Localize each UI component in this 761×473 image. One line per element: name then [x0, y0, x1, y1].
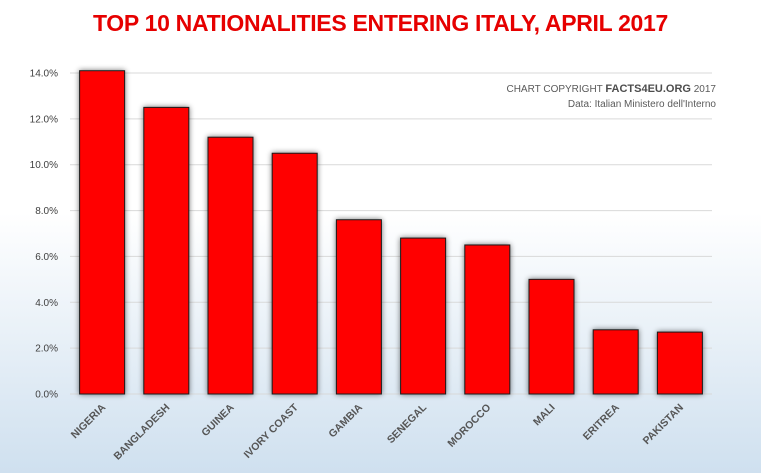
bars: [79, 70, 703, 395]
x-tick-label: GUINEA: [199, 401, 237, 439]
y-tick-label: 4.0%: [35, 298, 58, 309]
bar-bangladesh: [143, 106, 190, 395]
credit-prefix: CHART COPYRIGHT: [506, 84, 606, 95]
x-tick-label: BANGLADESH: [112, 402, 173, 463]
x-tick-label: NIGERIA: [69, 401, 109, 441]
credit-line-1: CHART COPYRIGHT FACTS4EU.ORG 2017: [506, 82, 716, 97]
x-tick-label: ERITREA: [581, 401, 622, 442]
y-tick-label: 2.0%: [35, 344, 58, 355]
bar-senegal: [400, 237, 447, 395]
bar-ivory-coast: [271, 152, 318, 395]
bar-eritrea: [592, 329, 639, 395]
bar-guinea: [207, 136, 254, 395]
y-tick-label: 14.0%: [30, 69, 58, 80]
x-tick-label: GAMBIA: [326, 401, 365, 440]
credit-brand: FACTS4EU.ORG: [605, 83, 691, 95]
y-tick-label: 8.0%: [35, 206, 58, 217]
bar-morocco: [464, 244, 511, 395]
x-tick-label: IVORY COAST: [242, 401, 302, 461]
y-tick-label: 6.0%: [35, 252, 58, 263]
chart-title: TOP 10 NATIONALITIES ENTERING ITALY, APR…: [92, 10, 669, 36]
x-tick-label: PAKISTAN: [641, 402, 686, 447]
bar-nigeria: [79, 70, 126, 395]
y-tick-label: 12.0%: [30, 114, 58, 125]
y-tick-label: 10.0%: [30, 160, 58, 171]
x-tick-label: SENEGAL: [385, 401, 430, 446]
chart-credit: CHART COPYRIGHT FACTS4EU.ORG 2017 Data: …: [506, 82, 716, 112]
x-tick-label: MALI: [531, 402, 558, 429]
bar-mali: [528, 278, 575, 395]
y-tick-label: 0.0%: [35, 390, 58, 401]
y-axis-ticks: 0.0% 2.0% 4.0% 6.0% 8.0% 10.0% 12.0% 14.0%: [30, 69, 58, 401]
x-tick-label: MOROCCO: [445, 402, 493, 450]
bar-pakistan: [656, 331, 703, 395]
credit-suffix: 2017: [690, 84, 716, 95]
bar-gambia: [335, 219, 382, 395]
credit-line-2: Data: Italian Ministero dell'Interno: [567, 99, 716, 110]
x-axis-ticks: NIGERIA BANGLADESH GUINEA IVORY COAST GAMBIA…: [69, 401, 686, 462]
